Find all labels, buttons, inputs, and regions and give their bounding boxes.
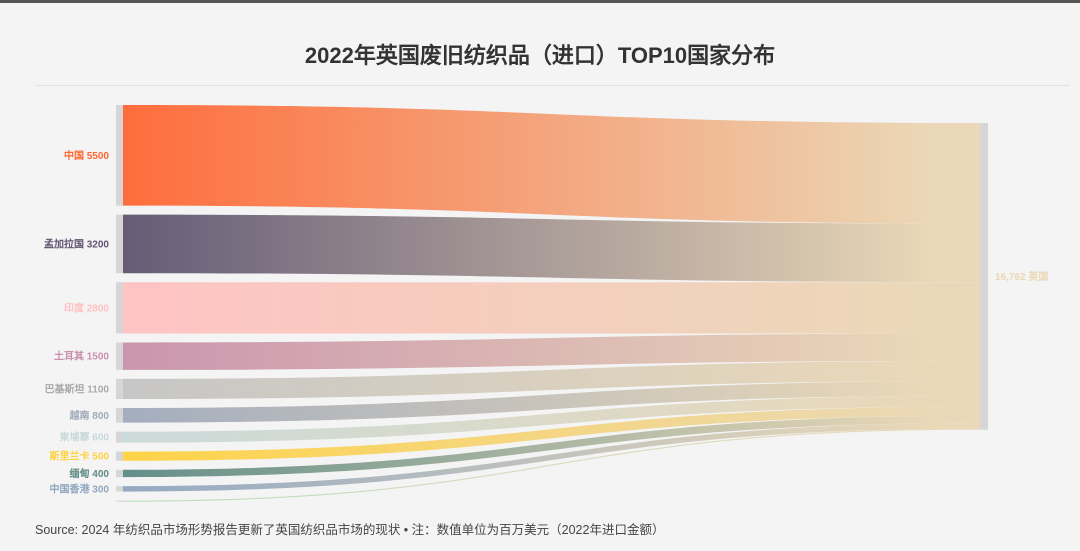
source-node xyxy=(116,486,123,492)
source-node xyxy=(116,469,123,478)
flow-other xyxy=(123,428,980,502)
flow-印度 xyxy=(123,282,980,334)
source-node xyxy=(116,214,123,274)
source-node xyxy=(116,342,123,370)
flow-中国香港 xyxy=(123,423,980,492)
flow-缅甸 xyxy=(123,415,980,478)
source-label: 孟加拉国 3200 xyxy=(44,237,109,250)
source-label: 越南 800 xyxy=(69,409,110,422)
chart-title: 2022年英国废旧纺织品（进口）TOP10国家分布 xyxy=(304,43,776,68)
target-node xyxy=(980,123,988,430)
flow-越南 xyxy=(123,381,980,423)
title-divider xyxy=(35,85,1070,86)
source-label: 斯里兰卡 500 xyxy=(50,450,110,463)
source-label: 柬埔寨 600 xyxy=(59,431,110,444)
source-label: 巴基斯坦 1100 xyxy=(45,382,110,395)
source-node xyxy=(116,282,123,334)
source-label: 印度 2800 xyxy=(64,301,109,314)
source-node xyxy=(116,378,123,400)
source-label: 中国 5500 xyxy=(64,149,109,162)
source-node xyxy=(116,431,123,443)
flow-柬埔寨 xyxy=(123,395,980,443)
source-node xyxy=(116,105,123,206)
source-label: 缅甸 400 xyxy=(70,467,110,480)
source-node xyxy=(116,451,123,461)
source-note: Source: 2024 年纺织品市场形势报告更新了英国纺织品市场的现状 • 注… xyxy=(35,523,665,537)
flow-斯里兰卡 xyxy=(123,406,980,461)
source-node xyxy=(116,408,123,423)
source-label: 土耳其 1500 xyxy=(54,350,109,363)
top-border xyxy=(0,0,1080,3)
flow-中国 xyxy=(123,105,980,224)
source-node xyxy=(116,500,123,502)
flow-土耳其 xyxy=(123,333,980,370)
flow-孟加拉国 xyxy=(123,214,980,283)
flow-巴基斯坦 xyxy=(123,360,980,400)
target-label: 16,762 英国 xyxy=(995,270,1048,283)
source-label: 中国香港 300 xyxy=(50,482,110,495)
